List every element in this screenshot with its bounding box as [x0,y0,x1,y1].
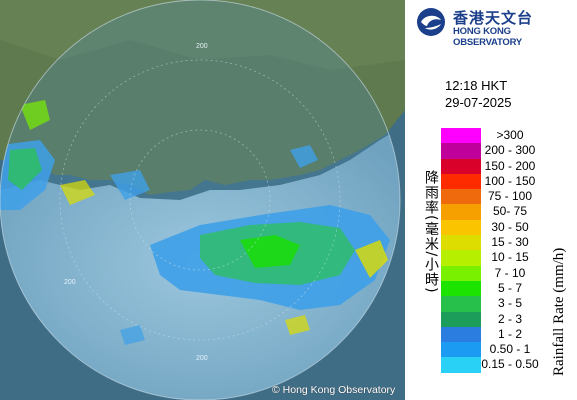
legend-swatch [441,204,481,220]
legend-label: 2 - 3 [497,311,522,326]
legend-label: 30 - 50 [491,219,529,234]
legend-swatch [441,219,481,236]
legend-row: 0.50 - 1 [441,342,571,358]
range-label-left: 200 [64,279,76,286]
legend-axis-label-cn: 降雨率(毫米/小時) [423,170,439,294]
legend-swatch [441,342,481,358]
legend-row: 3 - 5 [441,296,571,312]
legend-swatch [441,265,481,281]
legend-label: 150 - 200 [484,158,536,173]
legend-swatch [441,189,481,205]
legend-swatch [441,173,481,190]
rainfall-legend: >300 200 - 300 150 - 200 100 - 150 75 - 100 5… [441,128,571,373]
legend-label: 7 - 10 [494,265,526,280]
legend-label: 0.50 - 1 [489,342,531,357]
legend-axis-label-en: Rainfall Rate (mm/h) [551,247,567,376]
legend-swatch [441,326,481,343]
org-logo: 香港天文台 HONG KONG OBSERVATORY [415,6,575,48]
coverage-ring [0,0,401,400]
copyright-text: © Hong Kong Observatory [272,384,396,396]
legend-panel: 香港天文台 HONG KONG OBSERVATORY 12:18 HKT 29… [405,0,577,400]
legend-row: 150 - 200 [441,158,571,174]
legend-swatch [441,158,481,174]
legend-swatch [441,311,481,327]
legend-swatch [441,280,481,297]
legend-label: 5 - 7 [497,280,522,295]
legend-row: 15 - 30 [441,235,571,251]
range-label-top: 200 [196,43,208,50]
legend-swatch [441,128,481,144]
legend-label: 75 - 100 [487,189,533,204]
legend-row: 5 - 7 [441,280,571,297]
timestamp-date: 29-07-2025 [445,95,512,110]
legend-swatch [441,296,481,312]
legend-row: 75 - 100 [441,189,571,205]
legend-swatch [441,143,481,159]
legend-label: 50- 75 [492,204,528,219]
legend-row: 10 - 15 [441,250,571,266]
legend-label: 15 - 30 [491,235,529,250]
legend-row: 1 - 2 [441,326,571,343]
legend-row: 50- 75 [441,204,571,220]
timestamp-time: 12:18 HKT [445,78,508,93]
legend-label: 1 - 2 [497,326,522,341]
radar-map: 200 200 200 © Hong Kong Observatory [0,0,405,400]
org-name-en: HONG KONG OBSERVATORY [453,26,523,48]
legend-label: 10 - 15 [491,250,529,265]
legend-swatch [441,357,481,373]
legend-label: 0.15 - 0.50 [481,357,539,372]
legend-label: 3 - 5 [497,296,522,311]
rain-echoes [0,100,390,345]
legend-row: >300 [441,128,571,144]
observatory-logo-icon [417,8,445,36]
legend-row: 200 - 300 [441,143,571,159]
legend-row: 100 - 150 [441,173,571,190]
legend-swatch [441,250,481,266]
radar-map-canvas: 200 200 200 [0,0,405,400]
mountain-shade [0,0,405,70]
legend-row: 30 - 50 [441,219,571,236]
legend-label: 100 - 150 [484,173,536,188]
legend-row: 2 - 3 [441,311,571,327]
legend-label: >300 [496,128,524,142]
legend-label: 200 - 300 [484,143,536,158]
range-label-bottom: 200 [196,355,208,362]
org-name-cn: 香港天文台 [453,9,534,27]
legend-row: 0.15 - 0.50 [441,357,571,373]
legend-swatch [441,235,481,251]
legend-row: 7 - 10 [441,265,571,281]
